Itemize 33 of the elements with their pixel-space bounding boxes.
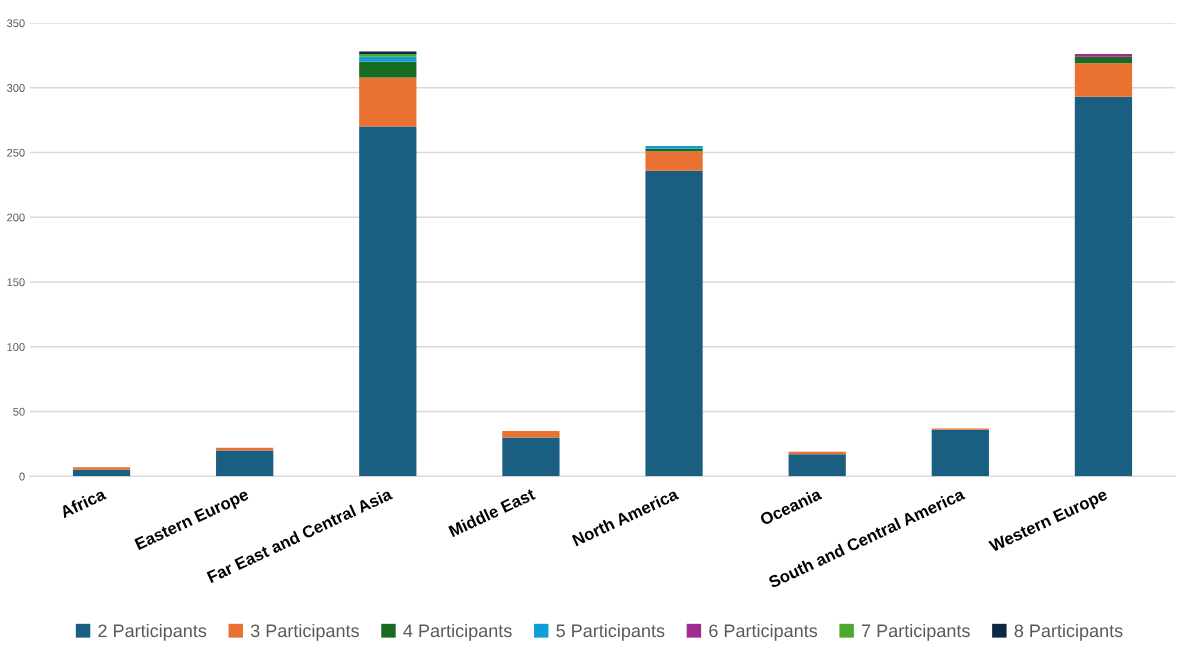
legend-label: 7 Participants [862,623,970,641]
bar [502,430,560,438]
y-tick-label: 0 [19,472,25,481]
y-tick-label: 200 [7,213,25,222]
legend-label: 6 Participants [709,623,818,641]
legend-label: 5 Participants [556,623,665,641]
bar [1074,54,1133,57]
y-tick-label: 250 [7,148,25,157]
legend-label: 2 Participants [98,623,207,641]
bar [502,437,560,477]
bar [645,151,703,171]
bar [359,61,417,78]
bar [788,454,846,477]
x-tick-label: Africa [59,487,107,519]
bar [359,77,417,127]
bar [645,170,703,477]
bar [216,450,274,477]
bar [72,467,131,470]
legend-label: 3 Participants [250,623,359,641]
bar [1074,63,1133,97]
bar [1074,56,1133,64]
legend-label: 8 Participants [1014,623,1123,641]
bar [359,126,417,477]
legend-label: 4 Participants [403,623,512,641]
y-tick-label: 150 [7,278,25,287]
y-tick-label: 50 [13,407,25,416]
y-tick-label: 300 [7,84,25,92]
bar [1074,96,1133,477]
bar [359,56,417,62]
bar [72,469,131,477]
bar [931,429,989,477]
y-tick-label: 100 [7,343,25,351]
y-tick-label: 350 [7,19,25,28]
